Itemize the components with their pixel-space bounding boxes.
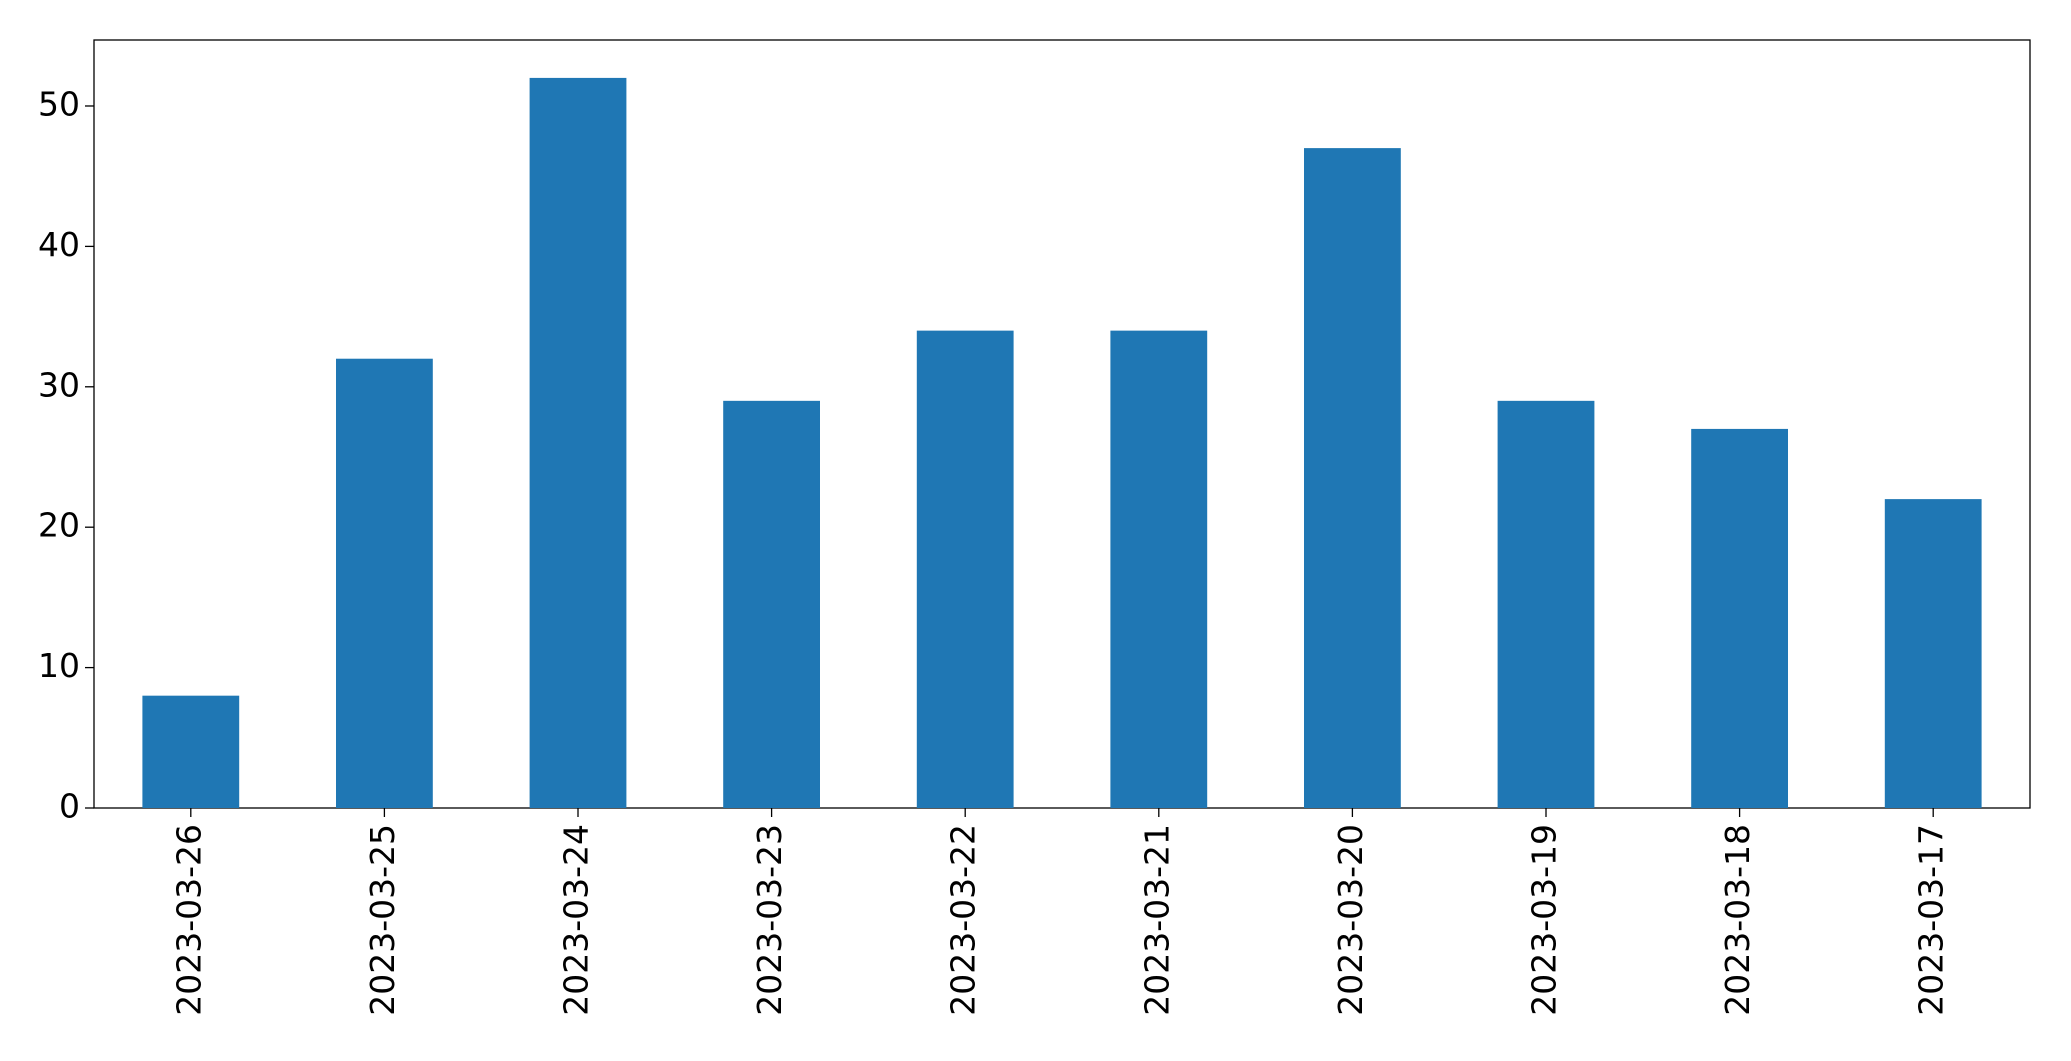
bar (1304, 148, 1401, 809)
x-tick-label: 2023-03-25 (363, 824, 402, 1016)
x-tick-label: 2023-03-21 (1137, 824, 1176, 1016)
x-tick-label: 2023-03-17 (1912, 824, 1951, 1016)
y-tick-label: 20 (38, 506, 80, 545)
bar (336, 358, 433, 808)
y-tick-label: 30 (38, 365, 80, 404)
bar (723, 400, 820, 808)
bar (1691, 428, 1788, 808)
bar (1884, 499, 1982, 808)
x-tick-label: 2023-03-20 (1331, 824, 1370, 1016)
bar (1110, 330, 1208, 808)
y-tick-label: 40 (38, 225, 80, 264)
y-tick-label: 0 (59, 787, 80, 826)
bar (916, 330, 1014, 808)
x-tick-label: 2023-03-18 (1718, 824, 1757, 1016)
y-tick-label: 50 (38, 84, 80, 123)
x-tick-label: 2023-03-23 (750, 824, 789, 1016)
x-tick-label: 2023-03-22 (944, 824, 983, 1016)
bar (1497, 400, 1595, 808)
x-tick-label: 2023-03-19 (1525, 824, 1564, 1016)
x-tick-label: 2023-03-24 (557, 824, 596, 1016)
y-tick-label: 10 (38, 646, 80, 685)
plot-frame (93, 39, 2031, 809)
bar (529, 77, 627, 809)
bar (142, 695, 240, 808)
x-tick-label: 2023-03-26 (169, 824, 208, 1016)
